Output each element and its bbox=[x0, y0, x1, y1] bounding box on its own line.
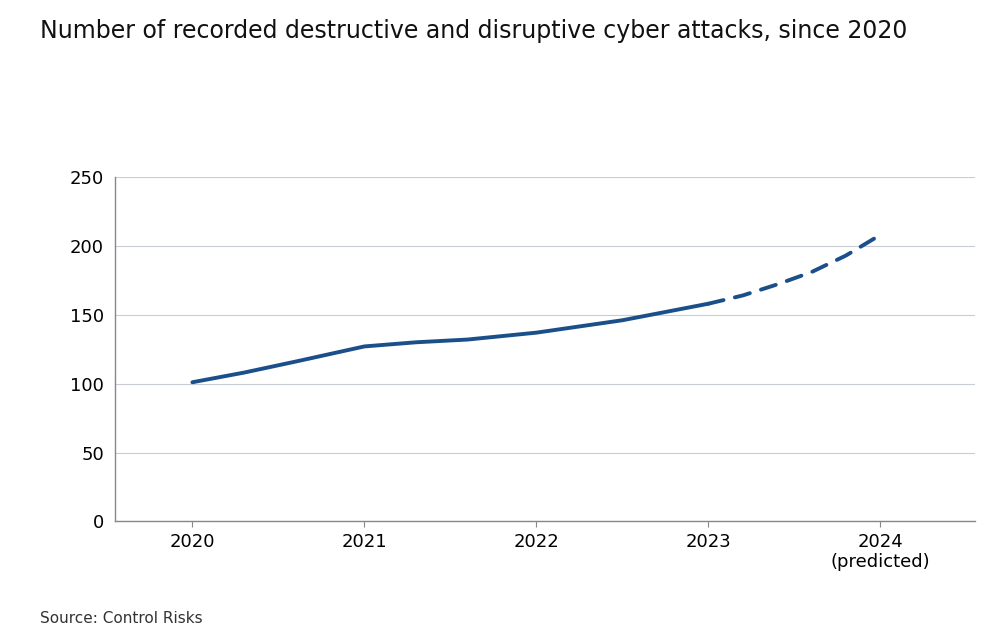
Text: Number of recorded destructive and disruptive cyber attacks, since 2020: Number of recorded destructive and disru… bbox=[40, 19, 907, 43]
Text: Source: Control Risks: Source: Control Risks bbox=[40, 611, 203, 626]
